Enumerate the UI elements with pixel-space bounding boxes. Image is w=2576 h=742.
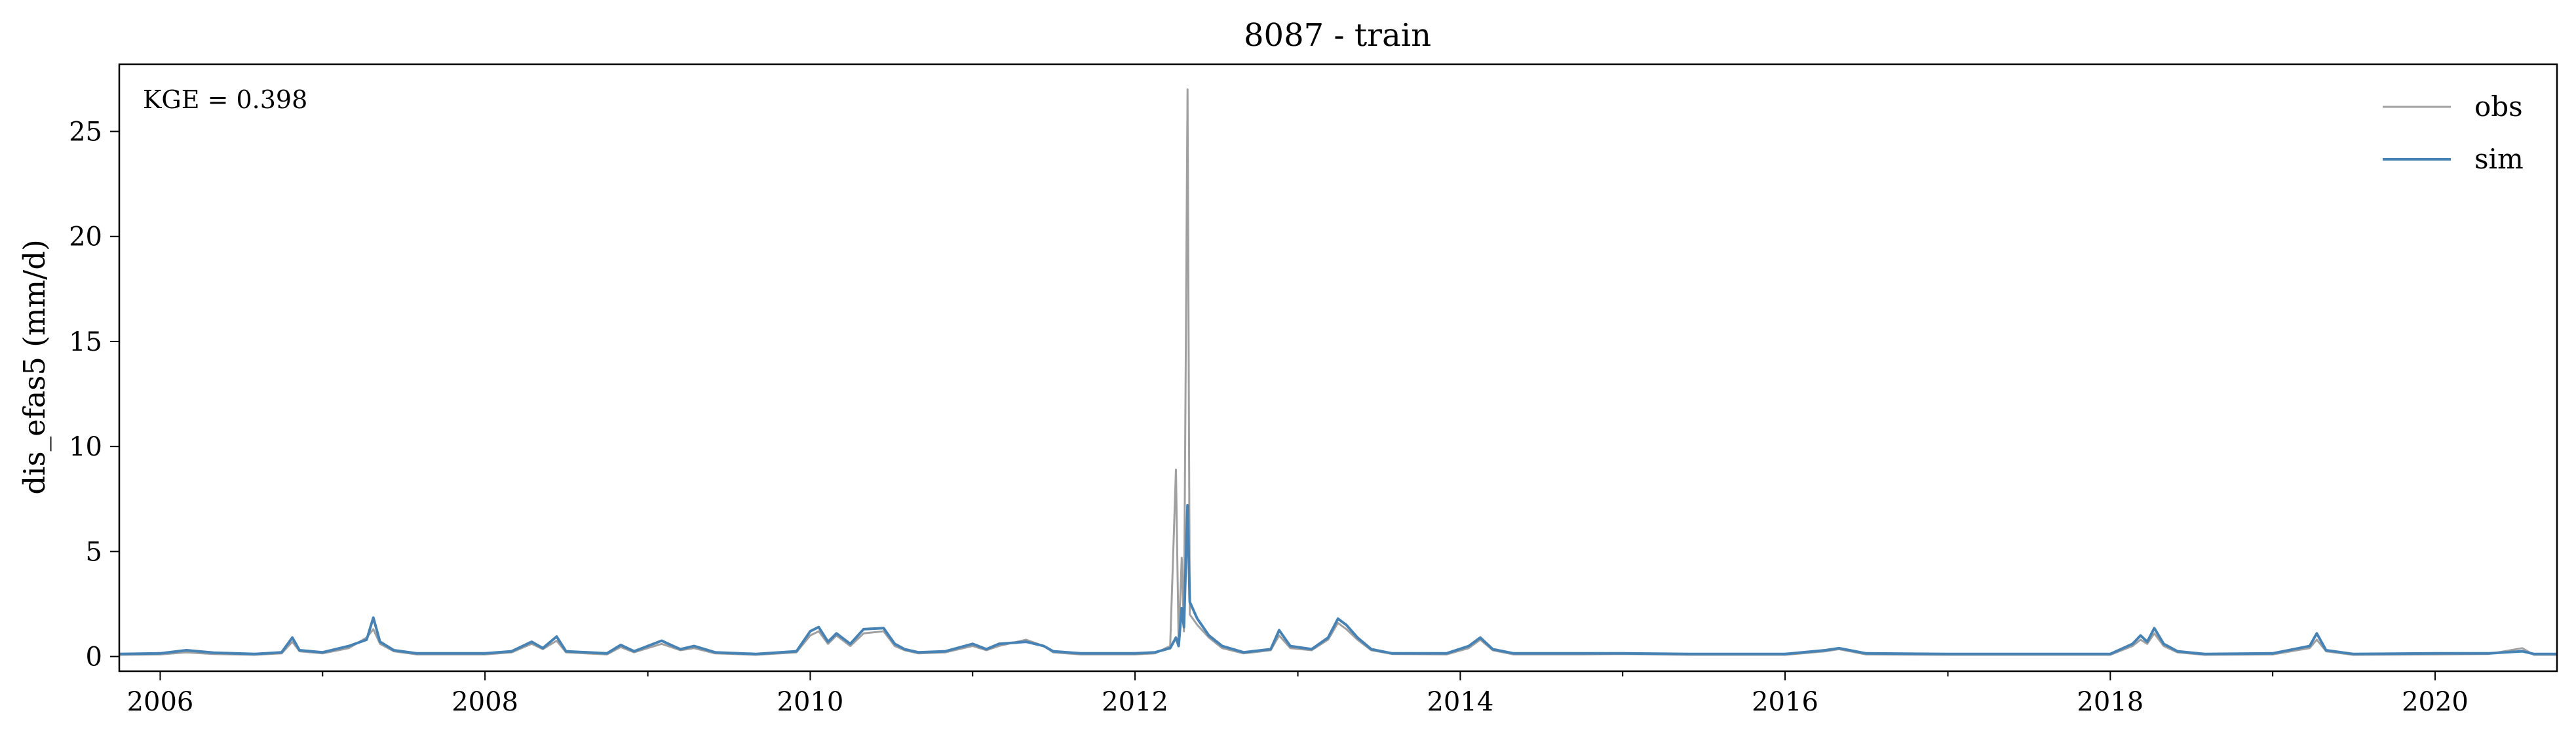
- y-tick-label: 15: [69, 327, 102, 357]
- legend: obs sim: [2383, 90, 2524, 175]
- kge-annotation: KGE = 0.398: [143, 85, 307, 114]
- x-tick-label: 2010: [777, 687, 844, 717]
- y-tick-label: 5: [86, 537, 102, 567]
- x-tick-label: 2016: [1752, 687, 1818, 717]
- x-tick-label: 2020: [2402, 687, 2469, 717]
- y-tick-label: 20: [69, 222, 102, 252]
- legend-label-obs: obs: [2474, 90, 2523, 123]
- y-tick-label: 25: [69, 117, 102, 147]
- y-tick-label: 0: [86, 642, 102, 673]
- series-line-sim: [119, 503, 2557, 655]
- y-tick-label: 10: [69, 432, 102, 462]
- x-tick-label: 2014: [1427, 687, 1493, 717]
- legend-label-sim: sim: [2474, 143, 2524, 175]
- x-tick-label: 2008: [452, 687, 518, 717]
- plot-frame: [118, 63, 2558, 673]
- x-tick-label: 2006: [127, 687, 194, 717]
- y-axis-label: dis_efas5 (mm/d): [17, 239, 52, 494]
- x-tick-label: 2018: [2077, 687, 2143, 717]
- series-line-obs: [119, 88, 2557, 656]
- plot-series: [119, 88, 2557, 656]
- chart-title: 8087 - train: [1244, 17, 1431, 54]
- x-tick-label: 2012: [1102, 687, 1168, 717]
- y-axis: 0 5 10 15 20 25: [69, 117, 119, 673]
- x-axis: 2006 2008 2010 2012 2014 2016 2018 2020: [127, 671, 2469, 717]
